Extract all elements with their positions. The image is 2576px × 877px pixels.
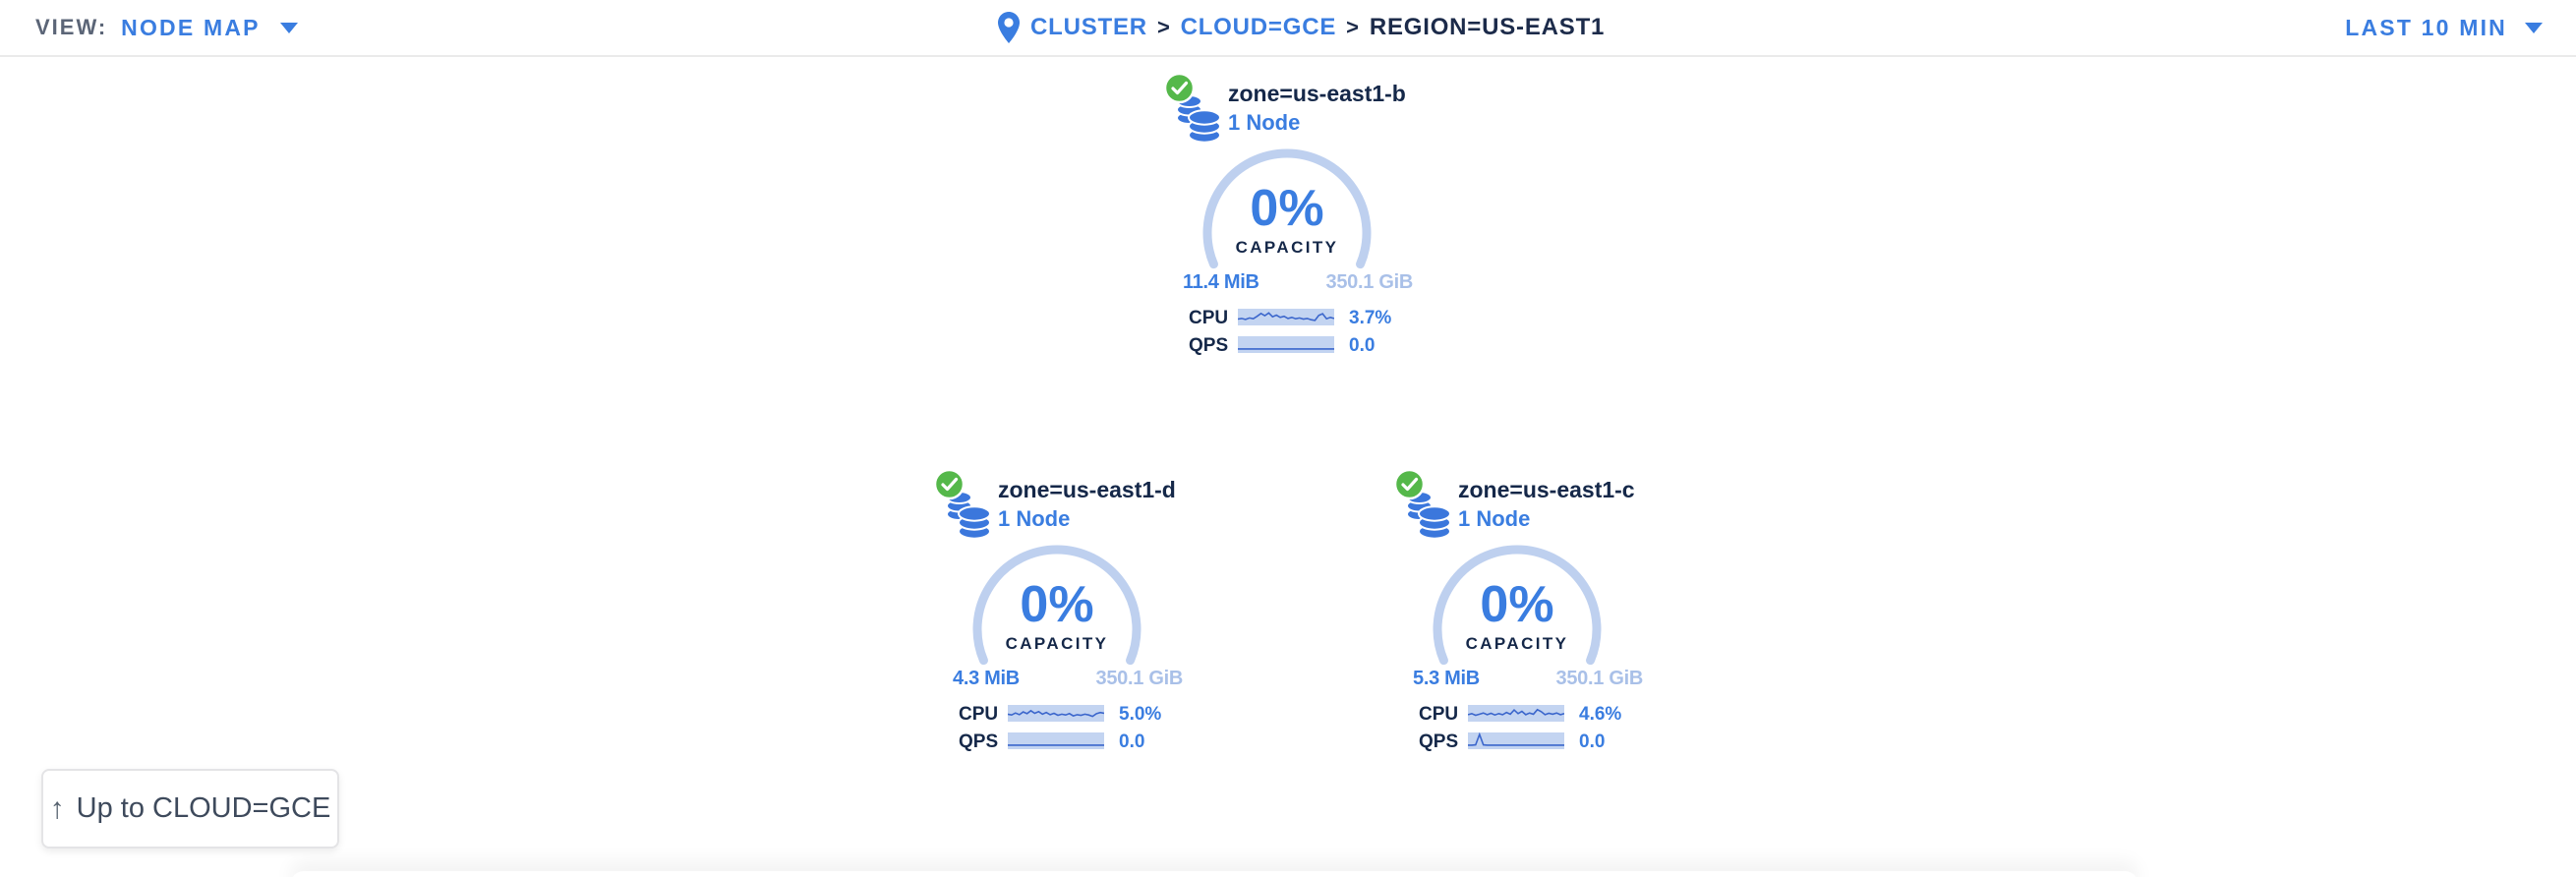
capacity-label: CAPACITY (1005, 634, 1109, 653)
capacity-percentage: 0% (1020, 576, 1094, 633)
qps-value: 0.0 (1119, 731, 1145, 752)
time-range-label: LAST 10 MIN (2345, 14, 2507, 40)
qps-sparkline (1008, 732, 1104, 749)
zone-node-count[interactable]: 1 Node (1458, 506, 1531, 531)
zone-name: zone=us-east1-d (998, 477, 1176, 502)
cpu-metric-row: CPU 5.0% (913, 704, 1200, 725)
zone-card-header: zone=us-east1-c 1 Node (1458, 477, 1635, 532)
capacity-percentage: 0% (1480, 576, 1554, 633)
cpu-value: 4.6% (1579, 704, 1622, 725)
capacity-used: 5.3 MiB (1413, 668, 1480, 689)
cpu-label: CPU (959, 704, 999, 725)
arrow-up-icon: ↑ (49, 791, 65, 825)
view-value: NODE MAP (121, 14, 261, 40)
healthy-check-icon (1163, 72, 1196, 109)
qps-value: 0.0 (1349, 335, 1376, 356)
below-fold-content-shadow (290, 871, 2138, 877)
qps-metric-row: QPS 0.0 (1143, 335, 1431, 356)
zone-card[interactable]: zone=us-east1-b 1 Node 0% CAPACITY 11.4 … (1143, 69, 1431, 364)
zone-card[interactable]: zone=us-east1-d 1 Node 0% CAPACITY 4.3 M… (913, 465, 1200, 760)
capacity-values-row: 4.3 MiB 350.1 GiB (953, 668, 1183, 690)
capacity-used: 4.3 MiB (953, 668, 1020, 689)
zone-name: zone=us-east1-c (1458, 477, 1635, 502)
cpu-label: CPU (1189, 308, 1229, 328)
zone-name: zone=us-east1-b (1228, 81, 1406, 106)
capacity-used: 11.4 MiB (1183, 271, 1259, 293)
cpu-sparkline (1468, 705, 1564, 722)
healthy-check-icon (933, 468, 966, 505)
cpu-metric-row: CPU 3.7% (1143, 308, 1431, 328)
database-stack-icon (945, 489, 992, 545)
capacity-total: 350.1 GiB (1325, 271, 1414, 293)
breadcrumb-link-cluster[interactable]: CLUSTER (1030, 14, 1147, 40)
qps-metric-row: QPS 0.0 (1374, 731, 1661, 752)
up-button-label: Up to CLOUD=GCE (76, 792, 331, 824)
view-label: VIEW: (35, 15, 108, 39)
database-stack-icon (1175, 92, 1222, 148)
breadcrumb-separator: > (1156, 15, 1171, 39)
qps-label: QPS (1189, 335, 1229, 356)
qps-label: QPS (959, 731, 999, 752)
capacity-values-row: 5.3 MiB 350.1 GiB (1413, 668, 1643, 690)
qps-metric-row: QPS 0.0 (913, 731, 1200, 752)
cpu-value: 5.0% (1119, 704, 1162, 725)
capacity-gauge-arc (1433, 545, 1602, 666)
chevron-down-icon (279, 22, 298, 33)
breadcrumb-current-region: REGION=US-EAST1 (1369, 14, 1606, 40)
cpu-label: CPU (1419, 704, 1459, 725)
cpu-metric-row: CPU 4.6% (1374, 704, 1661, 725)
view-selector[interactable]: VIEW: NODE MAP (35, 0, 298, 55)
breadcrumb-separator: > (1346, 15, 1360, 39)
zone-card-header: zone=us-east1-b 1 Node (1228, 81, 1406, 136)
breadcrumb: CLUSTER > CLOUD=GCE > REGION=US-EAST1 (997, 0, 1605, 55)
qps-sparkline (1238, 336, 1334, 353)
cpu-sparkline (1238, 309, 1334, 325)
capacity-values-row: 11.4 MiB 350.1 GiB (1183, 271, 1413, 294)
chevron-down-icon (2525, 22, 2543, 33)
zone-node-count[interactable]: 1 Node (1228, 110, 1301, 135)
capacity-total: 350.1 GiB (1555, 668, 1644, 689)
capacity-label: CAPACITY (1235, 238, 1339, 257)
qps-value: 0.0 (1579, 731, 1606, 752)
healthy-check-icon (1393, 468, 1426, 505)
location-pin-icon (997, 11, 1021, 44)
breadcrumb-link-cloud-gce[interactable]: CLOUD=GCE (1180, 14, 1337, 40)
time-range-selector[interactable]: LAST 10 MIN (2345, 0, 2543, 55)
zone-card[interactable]: zone=us-east1-c 1 Node 0% CAPACITY 5.3 M… (1374, 465, 1661, 760)
capacity-total: 350.1 GiB (1095, 668, 1184, 689)
zone-node-count[interactable]: 1 Node (998, 506, 1071, 531)
zone-card-header: zone=us-east1-d 1 Node (998, 477, 1176, 532)
qps-sparkline (1468, 732, 1564, 749)
capacity-label: CAPACITY (1465, 634, 1569, 653)
cpu-sparkline (1008, 705, 1104, 722)
capacity-percentage: 0% (1250, 180, 1324, 237)
capacity-gauge-arc (1202, 148, 1372, 269)
cpu-value: 3.7% (1349, 308, 1392, 328)
up-to-cloud-gce-button[interactable]: ↑ Up to CLOUD=GCE (41, 769, 339, 848)
qps-label: QPS (1419, 731, 1459, 752)
top-bar: VIEW: NODE MAP CLUSTER > CLOUD=GCE > REG… (0, 0, 2576, 57)
capacity-gauge-arc (972, 545, 1142, 666)
